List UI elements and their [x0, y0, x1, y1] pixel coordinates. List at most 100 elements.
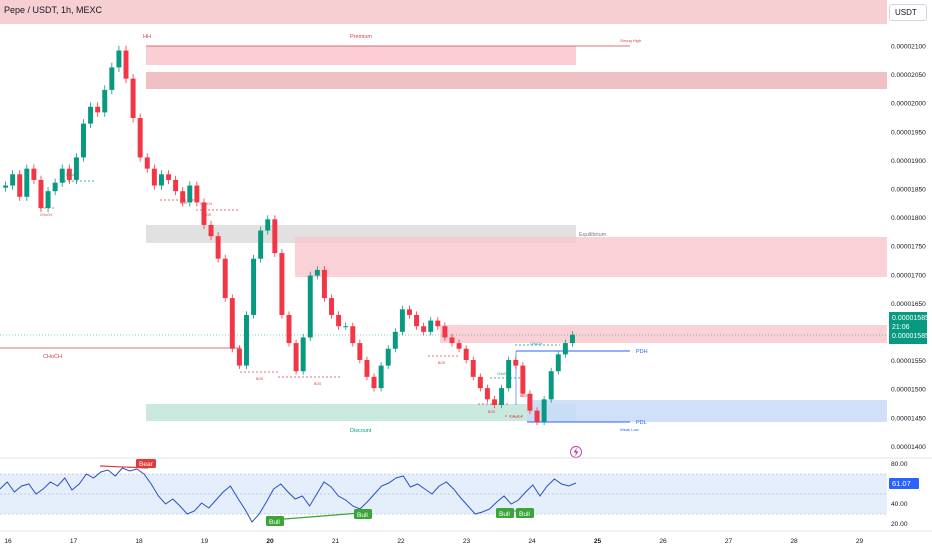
bear-badge[interactable]: Bear	[136, 459, 156, 468]
bull-badge-3[interactable]: Bull	[496, 508, 514, 518]
mid-supply-zone[interactable]	[295, 237, 887, 277]
discount-zone[interactable]	[146, 404, 576, 421]
candle-body	[343, 326, 349, 328]
candle-body	[17, 174, 23, 197]
candle-body	[470, 359, 476, 377]
time-axis-label: 25	[594, 538, 602, 545]
candle-body	[201, 202, 207, 225]
candle-body	[31, 168, 37, 180]
candle-body	[336, 314, 342, 327]
candle-body	[329, 298, 334, 315]
candle-body	[548, 371, 554, 400]
candle-body	[38, 179, 44, 209]
pdl-zone[interactable]	[527, 400, 887, 422]
rsi-value-tag: 61.07	[889, 478, 919, 489]
time-axis[interactable]: 16 17 18 19 20 21 22 23 24 25 26 27 28 29	[4, 538, 863, 545]
small-label-3: CHoCH	[200, 202, 213, 206]
rsi-pane: Bear Bull Bull Bull Bull	[0, 459, 887, 526]
rsi-line[interactable]	[0, 467, 577, 523]
candle-body	[166, 174, 172, 180]
candle-body	[180, 191, 186, 203]
strong-high-label: Strong High	[620, 38, 641, 43]
candle-body	[265, 219, 271, 231]
candle-body	[194, 185, 200, 203]
small-label-2: BOS	[180, 201, 188, 205]
time-axis-label: 21	[332, 538, 340, 545]
candle-body	[229, 298, 235, 349]
small-label-1: CHoCH	[66, 173, 79, 177]
candle-body	[321, 269, 327, 299]
candle-body	[555, 354, 561, 372]
candle-body	[513, 359, 519, 366]
price-axis[interactable]: 0.00002100 0.00002050 0.00002000 0.00001950…	[891, 44, 926, 451]
candle-body	[527, 393, 533, 411]
candle-body	[350, 326, 356, 344]
candle-body	[173, 179, 179, 192]
rsi-band	[0, 474, 887, 514]
structure-markers	[40, 180, 560, 417]
time-axis-label: 29	[856, 538, 864, 545]
currency-button[interactable]: USDT	[889, 4, 927, 21]
candle-body	[484, 388, 490, 400]
small-label-5: BOS	[256, 377, 264, 381]
zones-layer	[146, 46, 887, 422]
candle-body	[406, 309, 412, 315]
candle-body	[378, 365, 384, 389]
bull-divergence-line-1	[271, 512, 361, 521]
price-axis-label: 0.00001850	[891, 187, 926, 194]
time-axis-label: 23	[463, 538, 471, 545]
symbol-title[interactable]: Pepe / USDT, 1h, MEXC	[4, 5, 103, 15]
candle-body	[81, 123, 86, 158]
candle-body	[499, 388, 505, 405]
candle-body	[130, 78, 136, 119]
price-axis-label: 0.00002100	[891, 44, 926, 51]
bull-badge-1[interactable]: Bull	[266, 516, 284, 526]
candle-body	[251, 258, 257, 315]
small-label-4: BOS	[204, 213, 212, 217]
time-axis-label: 16	[4, 538, 12, 545]
candle-body	[293, 343, 299, 372]
current-supply-zone[interactable]	[440, 325, 887, 343]
candle-body	[3, 185, 9, 188]
candle-body	[73, 157, 79, 180]
premium-zone[interactable]	[146, 46, 576, 65]
price-axis-label: 0.00001500	[891, 387, 926, 394]
price-axis-label: 0.00002050	[891, 72, 926, 79]
price-axis-label: 0.00001450	[891, 415, 926, 422]
small-label-8: BOS	[488, 410, 496, 414]
candle-body	[208, 224, 214, 237]
candle-body	[449, 337, 455, 344]
last-price-value-repeat: 0.00001585	[892, 333, 929, 340]
time-axis-label: 26	[659, 538, 667, 545]
lightning-icon[interactable]	[570, 446, 582, 458]
upper-supply-zone[interactable]	[146, 72, 887, 89]
candle-body	[144, 157, 150, 169]
candle-body	[116, 50, 122, 68]
candle-body	[158, 174, 164, 186]
candle-body	[385, 348, 391, 366]
candle-body	[66, 168, 72, 180]
bull-badge-2[interactable]: Bull	[354, 509, 372, 519]
candle-body	[187, 185, 193, 203]
choch-main-label: CHoCH	[43, 354, 62, 360]
bull-badge-3-label: Bull	[499, 511, 510, 518]
rsi-axis[interactable]: 80.00 40.00 20.00	[891, 461, 908, 528]
bull-badge-4[interactable]: Bull	[516, 508, 534, 518]
candle-body	[222, 258, 228, 299]
candle-body	[414, 314, 420, 327]
price-axis-label: 0.00001900	[891, 158, 926, 165]
candle-body	[244, 314, 249, 366]
candle-body	[137, 118, 143, 158]
candle-body	[520, 365, 526, 394]
equilibrium-label: Equilibrium	[579, 232, 607, 238]
small-label-10: CHoCH	[530, 342, 543, 346]
candle-body	[456, 343, 462, 349]
candle-body	[279, 253, 285, 315]
candle-body	[364, 359, 370, 377]
candle-body	[151, 168, 157, 186]
candle-body	[52, 182, 58, 192]
bull-badge-1-label: Bull	[269, 519, 280, 526]
candle-body	[45, 191, 51, 209]
